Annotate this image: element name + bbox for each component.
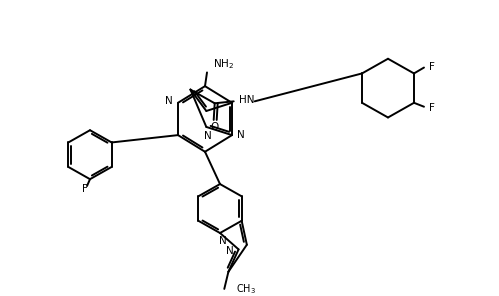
Text: F: F [82, 184, 88, 194]
Text: F: F [429, 103, 435, 113]
Text: O: O [211, 122, 219, 132]
Text: N: N [165, 96, 173, 106]
Text: NH$_2$: NH$_2$ [213, 57, 234, 70]
Text: N: N [219, 236, 227, 246]
Text: N: N [226, 246, 234, 256]
Text: N: N [205, 131, 212, 141]
Text: CH$_3$: CH$_3$ [237, 282, 256, 296]
Text: HN: HN [239, 95, 254, 105]
Text: N: N [237, 130, 245, 140]
Text: F: F [429, 62, 435, 72]
